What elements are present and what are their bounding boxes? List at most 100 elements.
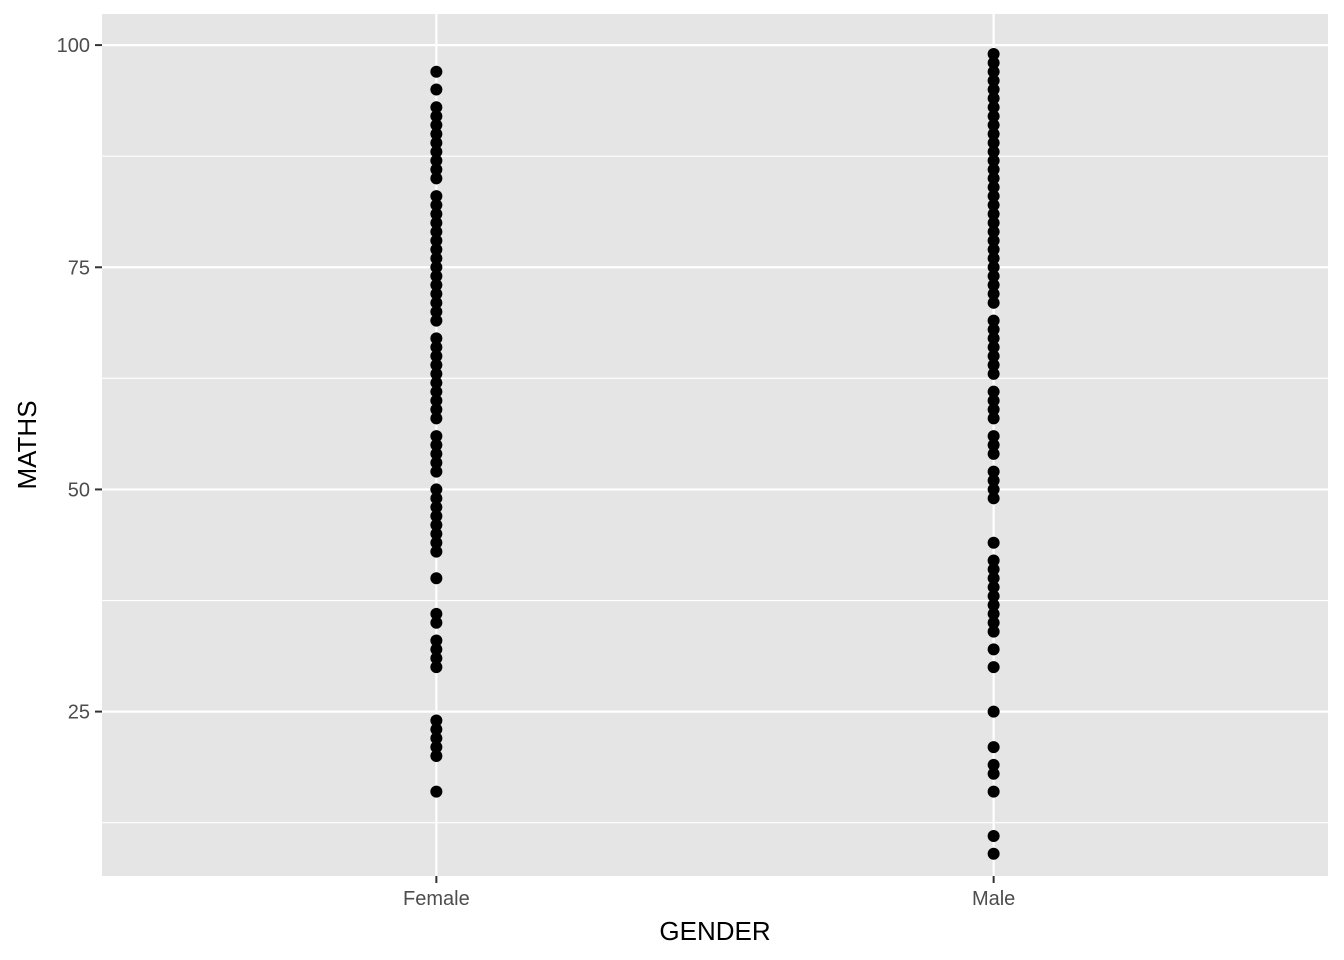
data-point	[430, 154, 443, 167]
data-point	[430, 207, 443, 220]
data-point	[430, 252, 443, 265]
data-point	[987, 341, 1000, 354]
data-point	[430, 243, 443, 256]
data-point	[987, 136, 1000, 149]
data-point	[430, 643, 443, 656]
data-point	[987, 572, 1000, 585]
data-point	[987, 296, 1000, 309]
data-point	[987, 145, 1000, 158]
data-point	[430, 270, 443, 283]
data-point	[430, 545, 443, 558]
data-point	[987, 607, 1000, 620]
data-point	[430, 661, 443, 674]
data-point	[987, 127, 1000, 140]
data-point	[987, 536, 1000, 549]
data-point	[987, 270, 1000, 283]
data-point	[430, 305, 443, 318]
data-point	[430, 403, 443, 416]
data-point	[430, 652, 443, 665]
data-point	[987, 483, 1000, 496]
data-point	[430, 465, 443, 478]
data-point	[430, 314, 443, 327]
data-point	[430, 101, 443, 114]
data-point	[430, 350, 443, 363]
data-point	[987, 314, 1000, 327]
data-point	[430, 741, 443, 754]
data-point	[987, 412, 1000, 425]
data-point	[430, 723, 443, 736]
data-point	[987, 581, 1000, 594]
data-point	[987, 225, 1000, 238]
data-point	[430, 172, 443, 185]
data-point	[430, 65, 443, 78]
data-point	[987, 403, 1000, 416]
data-point	[430, 439, 443, 451]
data-point	[430, 163, 443, 176]
data-point	[430, 261, 443, 274]
data-point	[987, 56, 1000, 69]
data-point	[430, 394, 443, 407]
data-point	[430, 359, 443, 372]
data-point	[987, 92, 1000, 105]
data-point	[430, 607, 443, 620]
data-point	[987, 830, 1000, 843]
data-point	[430, 119, 443, 132]
data-point	[430, 279, 443, 292]
data-point	[987, 172, 1000, 185]
data-point	[987, 741, 1000, 754]
data-point	[987, 154, 1000, 167]
data-point	[987, 110, 1000, 123]
data-point	[987, 563, 1000, 576]
data-point	[987, 199, 1000, 212]
data-point	[430, 430, 443, 443]
y-tick-label: 50	[68, 479, 90, 501]
data-point	[430, 83, 443, 96]
data-point	[430, 376, 443, 389]
data-point	[430, 501, 443, 514]
data-point	[987, 216, 1000, 229]
data-point	[430, 127, 443, 140]
data-point	[987, 261, 1000, 274]
data-point	[430, 385, 443, 398]
data-point	[987, 785, 1000, 798]
data-point	[987, 181, 1000, 194]
data-point	[987, 332, 1000, 345]
x-tick-label: Male	[972, 888, 1015, 910]
data-point	[987, 705, 1000, 718]
data-point	[430, 190, 443, 203]
data-point	[430, 483, 443, 496]
data-point	[430, 341, 443, 354]
data-point	[987, 163, 1000, 176]
data-point	[430, 332, 443, 345]
data-point	[987, 394, 1000, 407]
data-point	[430, 527, 443, 540]
data-point	[987, 234, 1000, 247]
data-point	[987, 243, 1000, 256]
data-point	[987, 83, 1000, 96]
data-point	[430, 456, 443, 469]
data-point	[987, 590, 1000, 603]
data-point	[430, 296, 443, 309]
y-tick-label: 75	[68, 257, 90, 279]
data-point	[987, 661, 1000, 674]
data-point	[430, 785, 443, 798]
y-tick-label: 25	[68, 702, 90, 724]
data-point	[430, 447, 443, 460]
data-point	[430, 572, 443, 585]
data-point	[987, 439, 1000, 451]
data-point	[430, 287, 443, 300]
data-point	[987, 598, 1000, 611]
data-point	[987, 643, 1000, 656]
data-point	[987, 447, 1000, 460]
data-point	[987, 101, 1000, 114]
data-point	[430, 714, 443, 727]
data-point	[987, 47, 1000, 60]
data-point	[430, 634, 443, 647]
x-axis-title: GENDER	[659, 916, 770, 946]
data-point	[987, 279, 1000, 292]
data-point	[430, 750, 443, 763]
data-point	[987, 847, 1000, 860]
plot-panel	[102, 14, 1328, 876]
data-point	[430, 367, 443, 380]
